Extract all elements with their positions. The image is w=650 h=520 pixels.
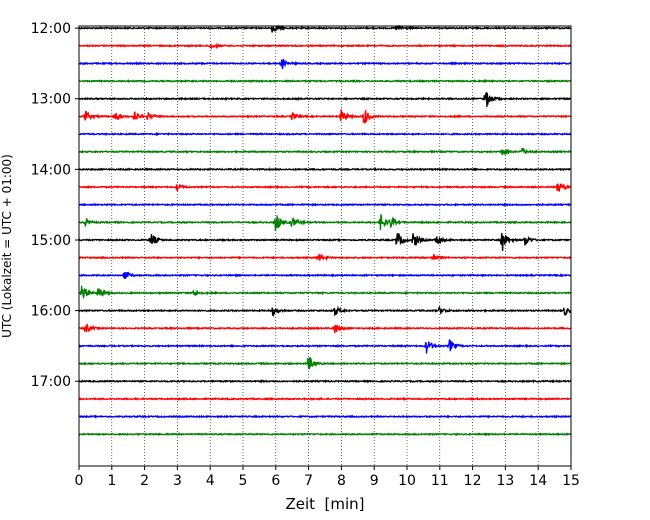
- trace-line: [78, 202, 572, 207]
- trace-line: [78, 58, 572, 70]
- x-axis-ticks: 0 1 2 3 4 5 6 7 8 9 10 11 12 13 14 15: [75, 466, 580, 489]
- trace-line: [78, 339, 572, 354]
- trace-line: [78, 305, 572, 318]
- trace-line: [78, 396, 572, 402]
- trace-line: [78, 323, 572, 334]
- plot-frame-border: [78, 25, 572, 467]
- trace-line: [78, 183, 572, 192]
- trace-line: [78, 42, 572, 51]
- trace-line: [78, 253, 572, 262]
- x-tick-label: 2: [140, 473, 149, 489]
- trace-line: [78, 378, 572, 384]
- x-tick-label: 3: [173, 473, 182, 489]
- vertical-gridlines: [111, 26, 539, 466]
- seismogram-traces: [78, 24, 572, 437]
- y-tick-label: 12:00: [31, 21, 71, 37]
- trace-line: [78, 108, 572, 124]
- x-tick-label: 10: [398, 473, 416, 489]
- trace-line: [78, 214, 572, 232]
- y-tick-label: 16:00: [31, 304, 71, 320]
- x-tick-label: 8: [337, 473, 346, 489]
- trace-line: [78, 271, 572, 279]
- x-tick-label: 15: [562, 473, 580, 489]
- y-tick-label: 15:00: [31, 233, 71, 249]
- x-tick-label: 4: [206, 473, 215, 489]
- trace-line: [78, 24, 572, 33]
- trace-line: [78, 233, 572, 252]
- x-tick-label: 6: [271, 473, 280, 489]
- y-tick-label: 13:00: [31, 92, 71, 108]
- x-tick-label: 11: [431, 473, 449, 489]
- trace-line: [78, 432, 572, 437]
- x-tick-label: 13: [496, 473, 514, 489]
- trace-line: [78, 147, 572, 156]
- y-tick-label: 17:00: [31, 374, 71, 390]
- x-tick-label: 9: [370, 473, 379, 489]
- trace-line: [78, 131, 572, 137]
- y-tick-label: 14:00: [31, 162, 71, 178]
- x-tick-label: 12: [464, 473, 482, 489]
- trace-line: [78, 285, 572, 300]
- x-tick-label: 14: [529, 473, 547, 489]
- trace-line: [78, 356, 572, 370]
- x-tick-label: 1: [107, 473, 116, 489]
- y-axis-ticks: 12:00 13:00 14:00 15:00 16:00 17:00: [31, 21, 79, 390]
- trace-line: [78, 414, 572, 419]
- x-tick-label: 7: [304, 473, 313, 489]
- trace-line: [78, 167, 572, 172]
- x-axis-label: Zeit [min]: [285, 495, 364, 513]
- trace-line: [78, 92, 572, 107]
- y-axis-label: UTC (Lokalzeit = UTC + 01:00): [0, 154, 14, 338]
- x-tick-label: 5: [239, 473, 248, 489]
- trace-line: [78, 78, 572, 84]
- x-tick-label: 0: [75, 473, 84, 489]
